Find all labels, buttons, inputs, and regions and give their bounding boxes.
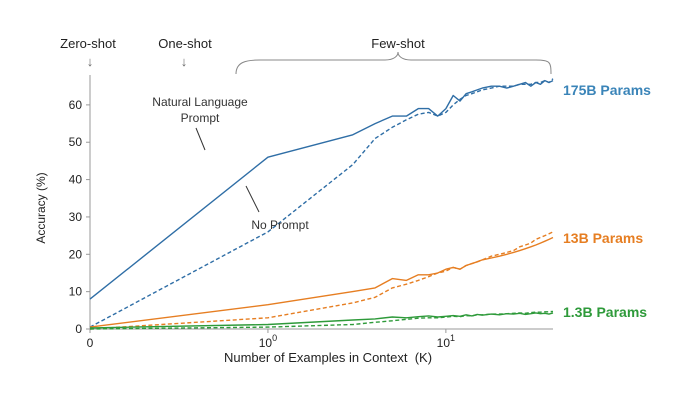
legend-label-1-3b: 1.3B Params [563,304,647,320]
series-line-3-dashed [89,231,554,330]
y-tick-group: 0 10 20 30 40 50 60 [69,98,90,336]
legend-label-175b: 175B Params [563,82,651,98]
x-tick-group: 0 100 101 [87,329,455,350]
annotation-no-prompt: No Prompt [251,218,309,232]
series-line-5-dashed [89,310,554,330]
annotation-no-prompt-pointer [245,185,260,213]
y-tick-label: 60 [69,98,83,112]
x-tick-label: 100 [259,333,277,350]
y-tick-label: 20 [69,247,83,261]
y-axis-label: Accuracy (%) [34,172,48,243]
annotation-natural-language-pointer [195,127,206,151]
few-shot-brace [235,51,552,75]
y-tick-label: 50 [69,135,83,149]
y-tick-label: 10 [69,285,83,299]
y-tick-label: 40 [69,173,83,187]
y-tick-label: 30 [69,210,83,224]
region-marker-zero-shot: ↓ [87,54,94,69]
series-line-4-solid [89,312,554,329]
series-line-1-dashed [89,78,554,328]
annotation-natural-language-line1: Natural Language [152,95,248,109]
y-tick-label: 0 [75,322,82,336]
annotation-natural-language-line2: Prompt [181,111,220,125]
x-axis-label: Number of Examples in Context (K) [224,350,432,365]
legend-label-13b: 13B Params [563,230,643,246]
region-label-zero-shot: Zero-shot [60,36,116,51]
region-label-one-shot: One-shot [158,36,212,51]
series-line-2-solid [89,236,554,328]
series-group [89,78,554,330]
region-label-few-shot: Few-shot [371,36,425,51]
region-marker-one-shot: ↓ [181,54,188,69]
x-tick-label: 101 [437,333,455,350]
x-tick-label: 0 [87,336,94,350]
series-line-0-solid [89,79,554,300]
